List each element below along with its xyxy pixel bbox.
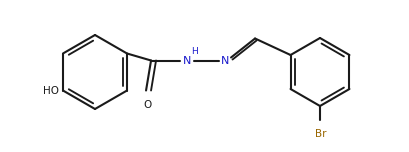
- Text: N: N: [182, 55, 191, 66]
- Text: O: O: [143, 100, 151, 111]
- Text: HO: HO: [43, 86, 59, 97]
- Text: N: N: [220, 55, 229, 66]
- Text: H: H: [190, 47, 197, 56]
- Text: Br: Br: [315, 129, 326, 139]
